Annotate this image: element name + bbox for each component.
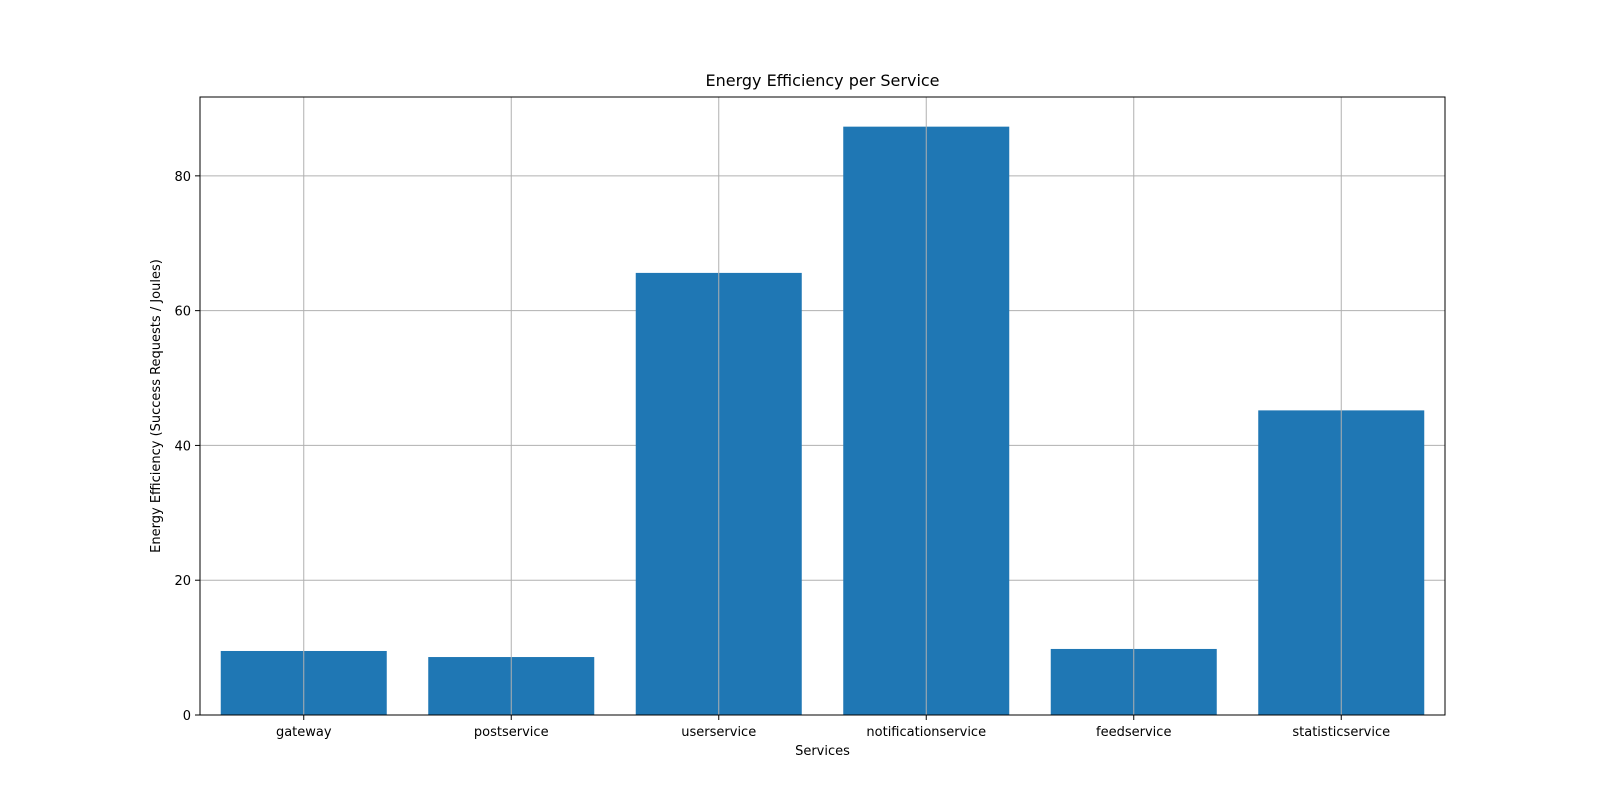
y-tick-label: 80 — [174, 170, 191, 185]
x-tick-label: gateway — [276, 725, 332, 740]
ticks-layer: 0 20 40 60 80 gateway postservice userservice no… — [174, 170, 1390, 740]
y-tick-label: 40 — [174, 439, 191, 454]
x-axis-label: Services — [795, 744, 850, 759]
plot-frame — [199, 96, 1446, 716]
y-axis-label: Energy Efficiency (Success Requests / Jo… — [149, 259, 164, 553]
x-tick-label: feedservice — [1096, 725, 1171, 740]
vertical-gridlines — [303, 97, 1342, 715]
chart-title: Energy Efficiency per Service — [705, 71, 939, 90]
x-tick-label: userservice — [681, 725, 756, 740]
y-tick-label: 60 — [174, 305, 191, 320]
bars-layer — [220, 126, 1425, 716]
x-tick-label: postservice — [474, 725, 549, 740]
x-tick-label: notificationservice — [866, 725, 986, 740]
y-tick-label: 0 — [183, 709, 191, 724]
x-tick-label: statisticservice — [1292, 725, 1390, 740]
y-tick-label: 20 — [174, 574, 191, 589]
